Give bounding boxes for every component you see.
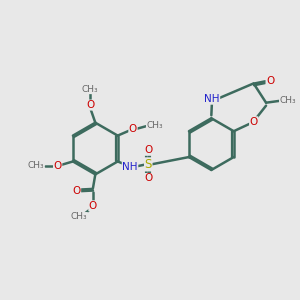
Text: CH₃: CH₃ <box>71 212 88 221</box>
Text: CH₃: CH₃ <box>28 161 44 170</box>
Text: CH₃: CH₃ <box>280 96 296 105</box>
Text: O: O <box>129 124 137 134</box>
Text: O: O <box>72 186 81 196</box>
Text: NH: NH <box>204 94 220 104</box>
Text: O: O <box>144 145 152 155</box>
Text: CH₃: CH₃ <box>146 121 163 130</box>
Text: S: S <box>145 158 152 171</box>
Text: O: O <box>266 76 274 86</box>
Text: NH: NH <box>122 162 138 172</box>
Text: CH₃: CH₃ <box>82 85 98 94</box>
Text: O: O <box>144 173 152 184</box>
Text: O: O <box>86 100 94 110</box>
Text: O: O <box>89 201 97 211</box>
Text: O: O <box>250 117 258 127</box>
Text: O: O <box>53 161 62 171</box>
